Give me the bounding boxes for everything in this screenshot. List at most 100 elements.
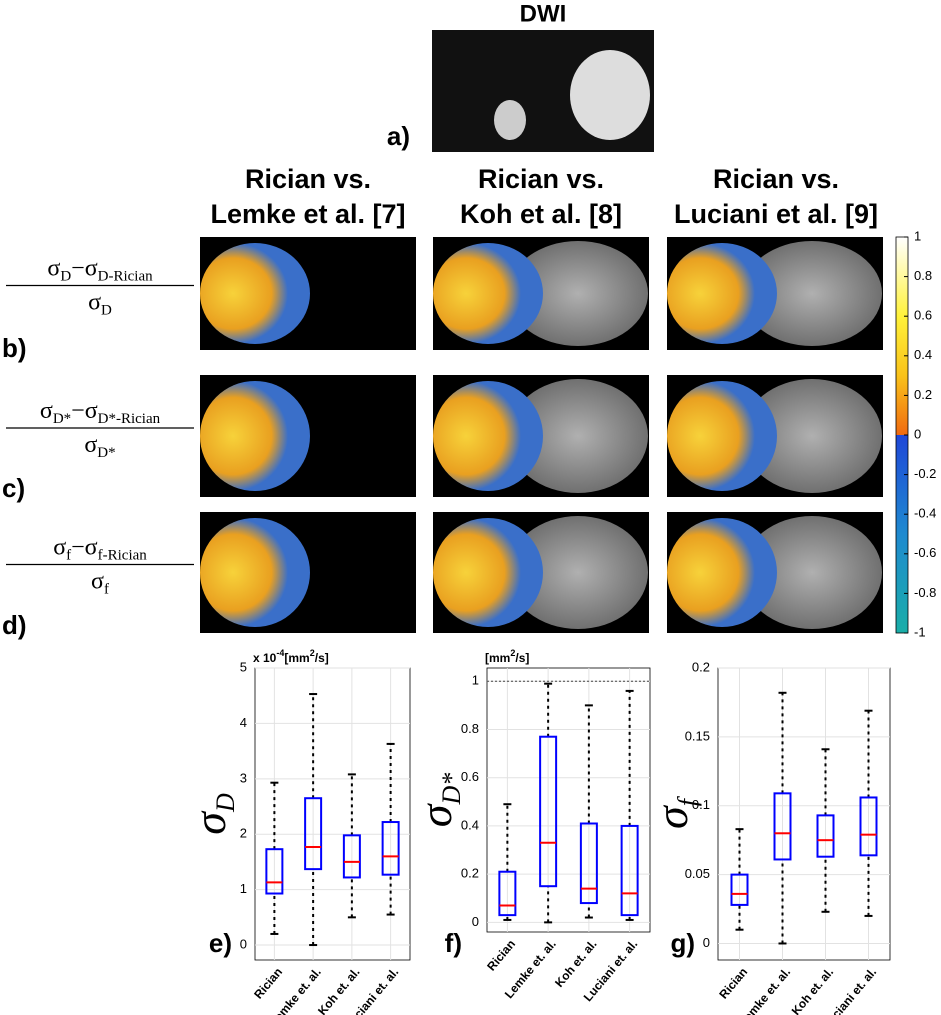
column-title: Rician vs. bbox=[713, 164, 839, 194]
script: D-Rician bbox=[98, 269, 153, 285]
colorbar-tick-label: 0.2 bbox=[914, 387, 932, 402]
map-liver bbox=[667, 243, 777, 344]
box bbox=[304, 797, 323, 871]
y-tick-label: 1 bbox=[472, 673, 479, 688]
plot-area bbox=[486, 667, 651, 933]
math-label: σf bbox=[646, 795, 703, 829]
y-tick-label: 0.15 bbox=[685, 728, 710, 743]
box bbox=[620, 824, 639, 917]
box bbox=[381, 821, 400, 876]
y-tick-label: 3 bbox=[240, 770, 247, 785]
y-tick-label: 0.2 bbox=[692, 659, 710, 674]
script: 2 bbox=[510, 648, 515, 658]
dwi-title: DWI bbox=[520, 0, 567, 27]
column-title: Koh et al. [8] bbox=[460, 199, 622, 229]
math-label: σD bbox=[184, 793, 241, 835]
math-label: σD* bbox=[410, 773, 467, 827]
script: f bbox=[66, 548, 71, 564]
base-text: −σ bbox=[71, 534, 98, 560]
math-label: σD* bbox=[84, 432, 115, 462]
y-tick-label: 0.05 bbox=[685, 866, 710, 881]
math-label: σf−σf-Rician bbox=[53, 534, 147, 564]
column-title: Lemke et al. [7] bbox=[210, 199, 405, 229]
box bbox=[265, 848, 284, 895]
script: f bbox=[673, 795, 702, 806]
script: D*-Rician bbox=[98, 411, 161, 427]
map-liver bbox=[433, 243, 543, 344]
y-tick-label: 0 bbox=[472, 914, 479, 929]
math-label: σD bbox=[88, 289, 112, 319]
script: D* bbox=[53, 411, 71, 427]
panel-label: c) bbox=[2, 473, 25, 503]
base-text: −σ bbox=[71, 255, 98, 281]
base-text: /s] bbox=[515, 651, 529, 665]
x-tick-label: Rician bbox=[716, 965, 750, 1002]
base-text: σ bbox=[53, 534, 66, 560]
x-tick-label: Rician bbox=[484, 937, 518, 974]
colorbar-tick-label: -0.4 bbox=[914, 506, 936, 521]
base-text: σ bbox=[88, 289, 101, 315]
box bbox=[579, 822, 598, 905]
panel-label: b) bbox=[2, 333, 27, 363]
y-tick-label: 0 bbox=[703, 935, 710, 950]
colorbar-tick-label: -0.8 bbox=[914, 585, 936, 600]
box bbox=[816, 814, 835, 858]
base-text: x 10 bbox=[253, 651, 277, 665]
colorbar-tick-label: 0 bbox=[914, 426, 921, 441]
column-title: Luciani et al. [9] bbox=[674, 199, 878, 229]
math-label: σf bbox=[91, 568, 109, 598]
map-background bbox=[742, 516, 882, 629]
script: -4 bbox=[276, 648, 284, 658]
colorbar-tick-label: 0.8 bbox=[914, 268, 932, 283]
plot-area bbox=[717, 667, 891, 961]
y-tick-label: 0 bbox=[240, 936, 247, 951]
panel-label: d) bbox=[2, 610, 27, 640]
box bbox=[773, 792, 792, 861]
map-liver bbox=[200, 243, 310, 344]
colorbar-tick-label: 0.6 bbox=[914, 308, 932, 323]
script: D bbox=[60, 269, 71, 285]
base-text: [mm bbox=[485, 651, 510, 665]
column-title: Rician vs. bbox=[245, 164, 371, 194]
base-text: [mm bbox=[284, 651, 309, 665]
script: D bbox=[211, 793, 240, 813]
map-background bbox=[508, 379, 648, 493]
base-text: /s] bbox=[315, 651, 329, 665]
map-background bbox=[742, 379, 882, 493]
math-label: σD−σD-Rician bbox=[47, 255, 153, 285]
dwi-organ bbox=[494, 100, 526, 140]
y-tick-label: 1 bbox=[240, 881, 247, 896]
base-text: σ bbox=[47, 255, 60, 281]
box bbox=[342, 834, 361, 879]
y-tick-label: 0.6 bbox=[461, 769, 479, 784]
dwi-organ bbox=[570, 50, 650, 140]
map-liver bbox=[667, 381, 777, 491]
map-liver bbox=[200, 381, 310, 491]
colorbar-tick-label: 0.4 bbox=[914, 347, 932, 362]
base-text: σ bbox=[84, 432, 97, 458]
colorbar-tick-label: -1 bbox=[914, 624, 926, 639]
math-label: x 10-4[mm2/s] bbox=[253, 648, 329, 665]
math-label: [mm2/s] bbox=[485, 648, 529, 665]
box bbox=[730, 873, 749, 906]
panel-label: a) bbox=[387, 121, 410, 151]
base-text: σ bbox=[40, 398, 53, 424]
script: f bbox=[104, 582, 109, 598]
map-background bbox=[742, 241, 882, 346]
script: D bbox=[101, 303, 112, 319]
panel-label: g) bbox=[670, 928, 695, 958]
map-liver bbox=[433, 381, 543, 491]
base-text: −σ bbox=[71, 398, 98, 424]
plot-area bbox=[254, 667, 411, 961]
base-text: σ bbox=[91, 568, 104, 594]
box bbox=[539, 735, 558, 888]
box bbox=[498, 870, 517, 917]
script: f-Rician bbox=[98, 548, 148, 564]
panel-label: e) bbox=[209, 928, 232, 958]
map-background bbox=[508, 516, 648, 629]
base-text: σ bbox=[410, 802, 461, 827]
base-text: σ bbox=[646, 804, 697, 829]
y-tick-label: 2 bbox=[240, 826, 247, 841]
map-background bbox=[508, 241, 648, 346]
